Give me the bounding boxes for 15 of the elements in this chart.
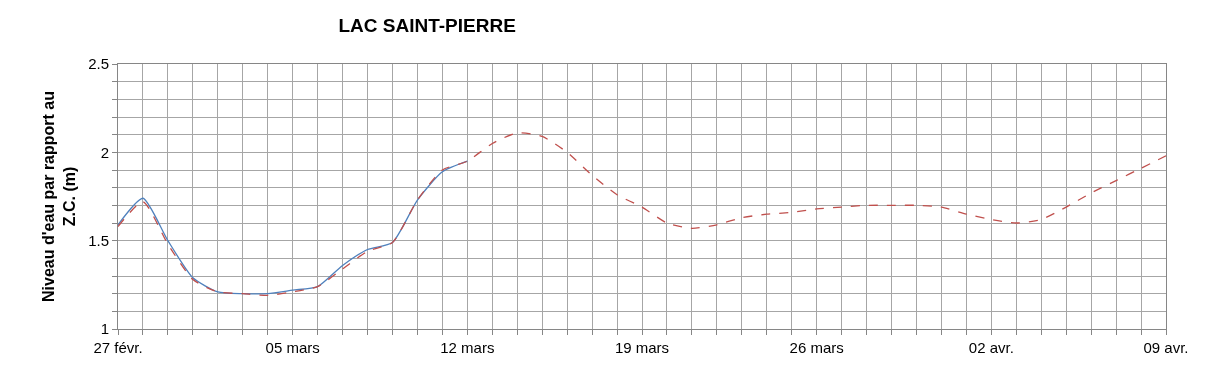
line-series xyxy=(118,132,1166,297)
y-tick-label: 2.5 xyxy=(88,55,109,73)
y-axis-title: Niveau d'eau par rapport au Z.C. (m) xyxy=(40,91,79,302)
x-tick-label: 19 mars xyxy=(614,339,670,356)
y-tick-label: 1 xyxy=(100,320,109,338)
y-tick-label: 1.5 xyxy=(88,231,109,249)
y-tick-label: 2 xyxy=(100,143,109,161)
x-tick-label: 27 févr. xyxy=(93,339,143,356)
line-series xyxy=(118,160,468,295)
x-tick-label: 09 avr. xyxy=(1143,339,1189,356)
x-tick-label: 12 mars xyxy=(440,339,495,356)
x-tick-label: 02 avr. xyxy=(968,339,1014,356)
x-tick-label: 26 mars xyxy=(789,339,844,356)
x-tick-label: 05 mars xyxy=(265,339,320,356)
chart-title: LAC SAINT-PIERRE xyxy=(338,15,516,37)
